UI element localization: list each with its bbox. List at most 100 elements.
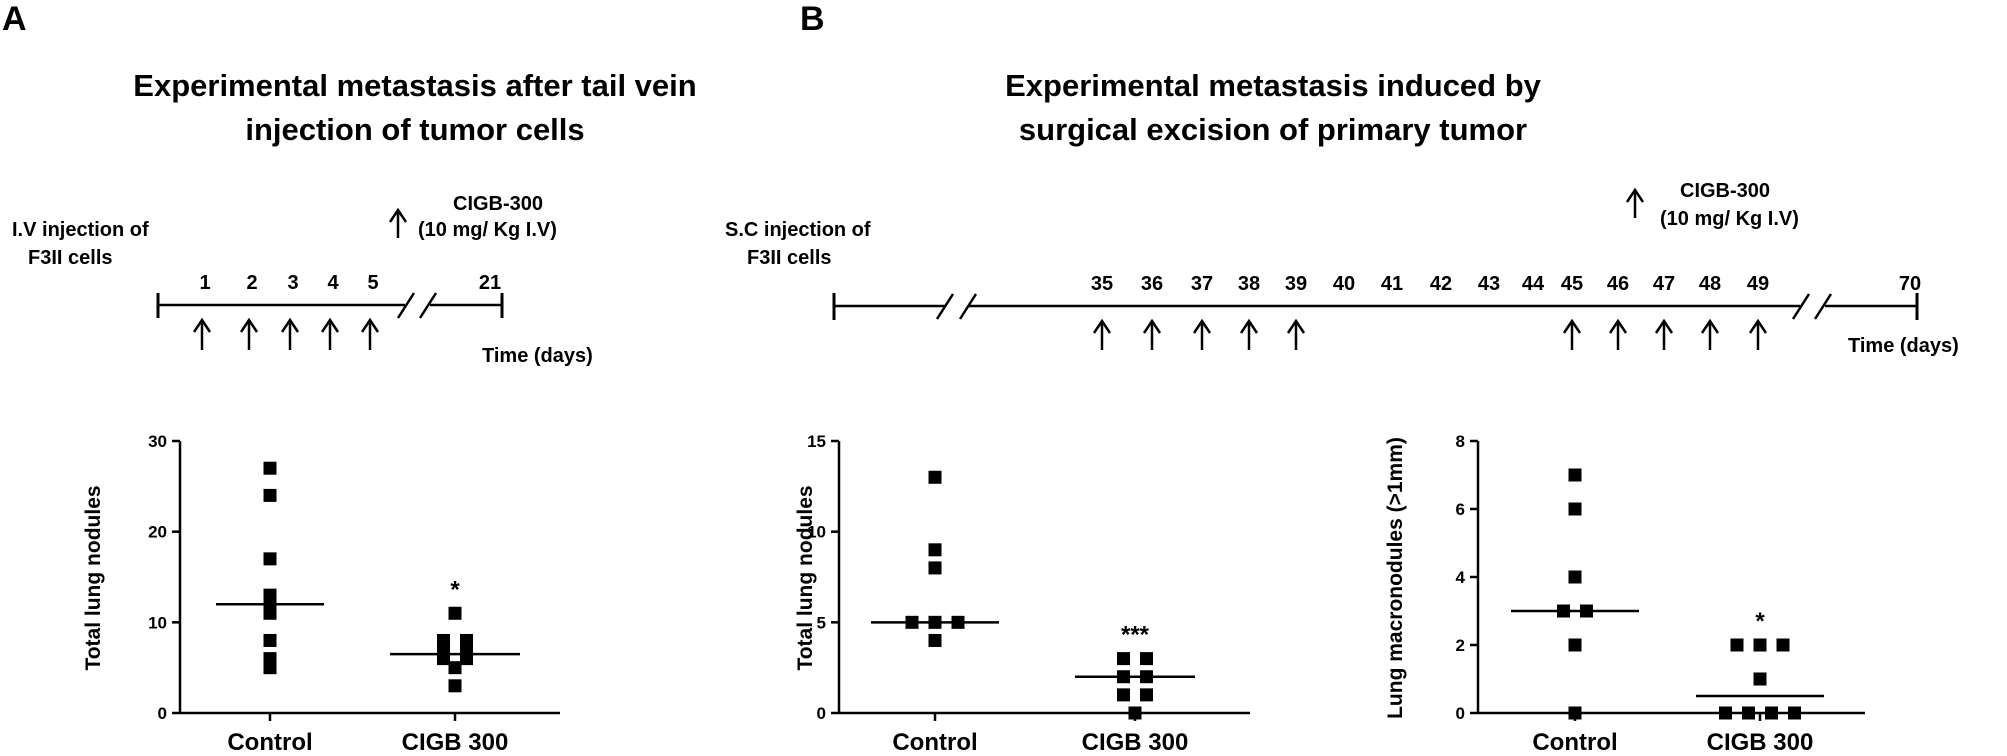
data-point [1730,638,1744,652]
timeline-b-break-mark [958,293,978,320]
data-point [1128,706,1142,720]
x-tick-label: CIGB 300 [1707,729,1814,756]
timeline-b-day-label: 40 [1333,273,1355,295]
y-tick-label: 30 [148,432,167,451]
timeline-a: I.V injection of F3II cells CIGB-300 (10… [12,193,593,367]
x-tick-label: Control [227,729,312,756]
y-tick-label: 0 [817,704,826,723]
x-tick-label: CIGB 300 [1082,729,1189,756]
chart-b-total-lung-nodules: 0 5 10 15 Total lung nodules Control CIGB 300 *… [794,432,1250,756]
timeline-a-break-mark [418,292,438,319]
data-point [448,606,462,620]
timeline-a-injection-arrow-icon [239,317,259,350]
timeline-b-day-label: 43 [1478,273,1500,295]
x-tick-label: Control [892,729,977,756]
y-tick-label: 20 [148,523,167,542]
data-point [1568,570,1582,584]
data-point [1788,706,1801,720]
significance-marker: *** [1121,622,1150,649]
timeline-b-day-label: 36 [1141,273,1163,295]
timeline-a-injection-arrow-icon [360,317,380,350]
timeline-a-injection-line1: I.V injection of [12,219,149,241]
panel-b-letter: B [800,0,825,38]
timeline-b-day-label: 39 [1285,273,1307,295]
timeline-b-treatment-line1: CIGB-300 [1680,180,1770,202]
timeline-a-break-mark [396,292,416,319]
data-point [460,652,473,666]
timeline-a-treatment-line1: CIGB-300 [453,193,543,215]
data-point [1776,638,1790,652]
chart-b-lung-macronodules: 0 2 4 6 8 Lung macronodules (>1mm) Control CIGB… [1384,432,1865,756]
y-tick-label: 5 [817,613,826,632]
timeline-b-day-label: 46 [1607,273,1629,295]
data-point [1568,502,1582,516]
y-tick-label: 8 [1456,432,1465,451]
panel-a-title-line1: Experimental metastasis after tail vein [133,68,696,103]
data-point [448,679,462,693]
chart-a-total-lung-nodules: 0 10 20 30 Total lung nodules Control CIGB 300… [82,432,560,756]
y-tick-label: 10 [148,613,167,632]
significance-marker: * [1755,608,1765,635]
data-point [263,633,277,647]
data-point [263,606,277,620]
timeline-a-day-label: 5 [367,272,378,294]
timeline-b-day-label: 42 [1430,273,1452,295]
y-tick-label: 2 [1456,636,1465,655]
timeline-b-break-mark [1813,293,1833,320]
timeline-b-legend-arrow-icon [1625,187,1645,218]
timeline-b-day-label: 41 [1381,273,1403,295]
data-point [1140,652,1153,666]
timeline-b-time-label: Time (days) [1848,335,1959,357]
data-point [928,561,942,575]
x-tick-label: Control [1532,729,1617,756]
data-point [1568,706,1582,720]
timeline-a-day-label: 2 [246,272,257,294]
timeline-a-day-label: 3 [287,272,298,294]
timeline-b-injection-line1: S.C injection of [725,219,871,241]
timeline-b: S.C injection of F3II cells CIGB-300 (10… [725,180,1959,357]
data-point [1753,672,1767,686]
data-point [1742,706,1755,720]
data-point [1117,652,1130,666]
timeline-a-end-day: 21 [479,272,501,294]
data-point [263,488,277,502]
data-point [928,633,942,647]
timeline-b-end-day: 70 [1899,273,1921,295]
y-axis-label: Total lung nodules [794,485,817,670]
data-point [448,661,462,675]
data-point [928,543,942,557]
data-point [437,652,450,666]
timeline-b-injection-arrow-icon [1654,318,1674,350]
panel-a-letter: A [2,0,27,38]
y-axis-label: Lung macronodules (>1mm) [1384,437,1407,719]
timeline-a-injection-arrow-icon [192,317,212,350]
significance-marker: * [450,576,460,603]
timeline-b-break-mark [935,293,955,320]
timeline-a-treatment-line2: (10 mg/ Kg I.V) [418,219,557,241]
timeline-a-legend-arrow-icon [388,207,408,238]
timeline-b-injection-arrow-icon [1092,318,1112,350]
y-axis-label: Total lung nodules [82,485,105,670]
timeline-a-injection-line2: F3II cells [28,247,113,269]
data-point [1568,468,1582,482]
data-point [263,552,277,566]
timeline-b-day-label: 38 [1238,273,1260,295]
timeline-b-day-label: 35 [1091,273,1113,295]
timeline-b-day-label: 49 [1747,273,1769,295]
data-point [928,470,942,484]
timeline-b-injection-arrow-icon [1608,318,1628,350]
data-point [1765,706,1778,720]
data-point [1568,638,1582,652]
timeline-b-day-label: 48 [1699,273,1721,295]
y-tick-label: 10 [807,523,826,542]
timeline-b-injection-arrow-icon [1700,318,1720,350]
timeline-b-day-label: 37 [1191,273,1213,295]
timeline-b-break-mark [1791,293,1811,320]
y-tick-label: 0 [158,704,167,723]
data-point [1117,688,1130,702]
y-tick-label: 0 [1456,704,1465,723]
y-tick-label: 6 [1456,500,1465,519]
data-point [263,661,277,675]
data-point [1753,638,1767,652]
